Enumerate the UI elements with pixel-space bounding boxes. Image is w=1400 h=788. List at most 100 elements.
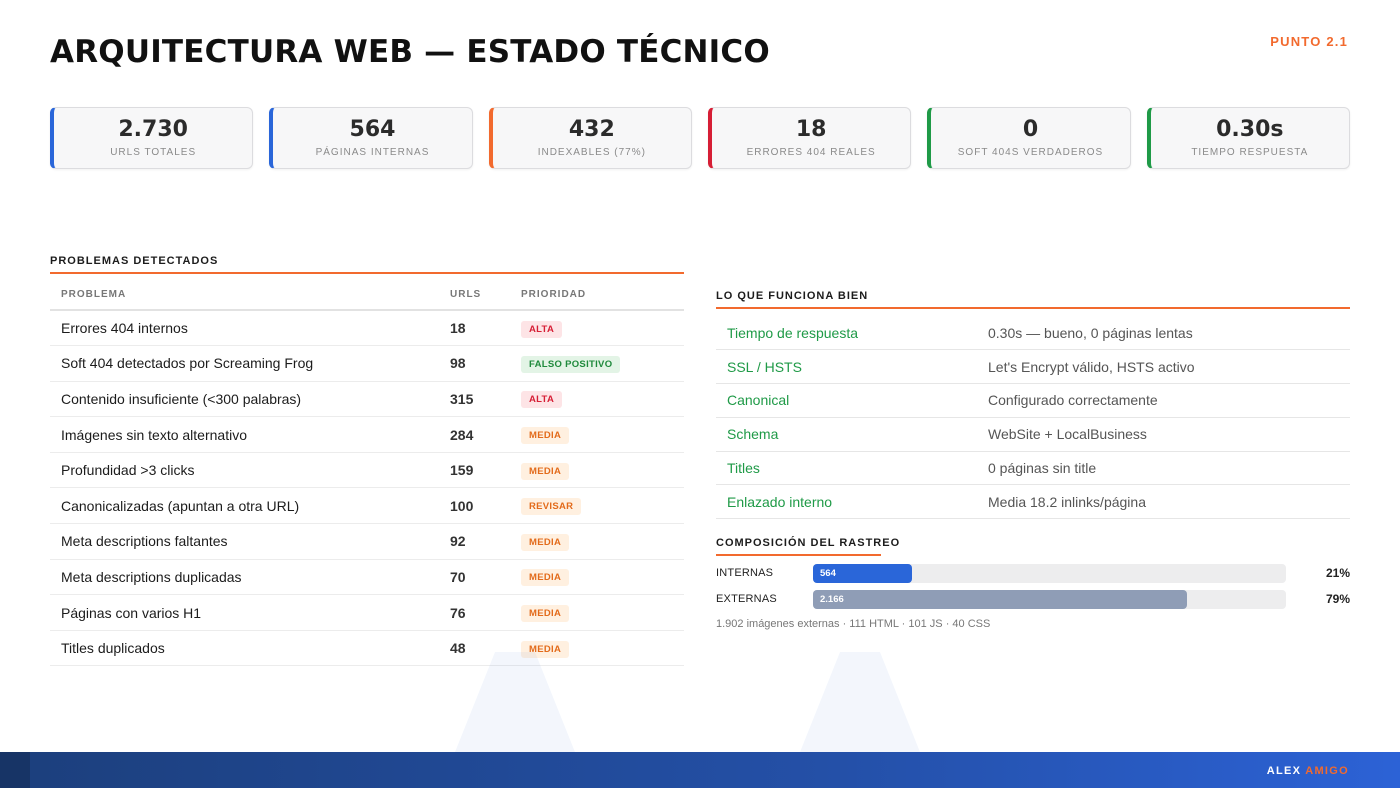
problem-urls: 100 (450, 487, 521, 525)
priority-cell: ALTA (521, 381, 684, 418)
problem-urls: 48 (450, 630, 521, 667)
stat-card-paginas-internas: 564 PÁGINAS INTERNAS (269, 107, 473, 169)
priority-cell: MEDIA (521, 452, 684, 489)
priority-badge: MEDIA (521, 605, 570, 623)
bar-label: EXTERNAS (716, 593, 777, 605)
problem-name: Imágenes sin texto alternativo (50, 416, 450, 453)
feature-value: 0 páginas sin title (988, 451, 1350, 486)
stat-value: 18 (795, 117, 827, 142)
stat-card-urls-totales: 2.730 URLS TOTALES (50, 107, 254, 169)
problems-table-body: Errores 404 internos 18 ALTA Soft 404 detec… (50, 310, 684, 667)
stat-label: SOFT 404S VERDADEROS (957, 147, 1104, 158)
bar-row-externas: EXTERNAS 2.166 79% (716, 589, 1350, 615)
problem-name: Titles duplicados (50, 630, 450, 667)
problem-urls: 284 (450, 416, 521, 453)
priority-badge: FALSO POSITIVO (521, 355, 621, 373)
priority-cell: FALSO POSITIVO (521, 345, 684, 382)
feature-name: Enlazado interno (716, 484, 988, 520)
problem-name: Errores 404 internos (50, 310, 450, 347)
working-section-title: LO QUE FUNCIONA BIEN (716, 290, 869, 302)
working-table-body: Tiempo de respuesta 0.30s — bueno, 0 pági… (716, 316, 1350, 520)
stats-row: 2.730 URLS TOTALES 564 PÁGINAS INTERNAS … (50, 107, 1350, 169)
stat-value: 0 (1022, 117, 1039, 142)
table-row: Canonical Configurado correctamente (716, 383, 1350, 418)
feature-value: Configurado correctamente (988, 383, 1350, 418)
priority-badge: REVISAR (521, 498, 582, 516)
bar-fill-externas: 2.166 (813, 590, 1187, 609)
priority-badge: MEDIA (521, 533, 570, 551)
bar-percentage: 21% (1325, 566, 1350, 580)
working-title-underline (716, 307, 1350, 309)
stat-label: ERRORES 404 REALES (746, 147, 876, 158)
problem-urls: 159 (450, 452, 521, 489)
stat-label: PÁGINAS INTERNAS (315, 147, 430, 158)
table-row: Imágenes sin texto alternativo 284 MEDIA (50, 416, 684, 453)
bar-percentage: 79% (1325, 592, 1350, 606)
table-row: Errores 404 internos 18 ALTA (50, 310, 684, 347)
stat-card-tiempo-respuesta: 0.30s TIEMPO RESPUESTA (1146, 107, 1350, 169)
feature-value: Let's Encrypt válido, HSTS activo (988, 349, 1350, 385)
section-tag: PUNTO 2.1 (1270, 34, 1348, 49)
footer-tab (0, 752, 30, 788)
brand-first: ALEX (1266, 765, 1302, 777)
table-row: Canonicalizadas (apuntan a otra URL) 100 R… (50, 487, 684, 525)
priority-cell: MEDIA (521, 630, 684, 667)
working-table: Tiempo de respuesta 0.30s — bueno, 0 pági… (716, 316, 1350, 520)
problem-urls: 92 (450, 523, 521, 560)
bar-row-internas: INTERNAS 564 21% (716, 563, 1350, 589)
priority-badge: MEDIA (521, 640, 570, 658)
problem-name: Meta descriptions duplicadas (50, 559, 450, 596)
stat-value: 564 (349, 117, 396, 142)
column-header-urls: URLS (450, 280, 521, 311)
bar-label: INTERNAS (716, 567, 774, 579)
column-header-prioridad: PRIORIDAD (521, 280, 684, 311)
stat-card-soft-404: 0 SOFT 404S VERDADEROS (927, 107, 1131, 169)
problems-title-underline (50, 272, 684, 274)
feature-value: Media 18.2 inlinks/página (988, 484, 1350, 520)
priority-badge: MEDIA (521, 569, 570, 587)
table-row: SSL / HSTS Let's Encrypt válido, HSTS act… (716, 349, 1350, 385)
table-row: Tiempo de respuesta 0.30s — bueno, 0 pági… (716, 316, 1350, 351)
bar-track: 2.166 (813, 590, 1286, 609)
problem-urls: 315 (450, 381, 521, 418)
crawl-bars: INTERNAS 564 21% EXTERNAS 2.166 79% (716, 563, 1350, 615)
brand-second: AMIGO (1305, 765, 1349, 777)
footer-bar: ALEX AMIGO (0, 752, 1400, 788)
priority-cell: REVISAR (521, 487, 684, 525)
crawl-section-title: COMPOSICIÓN DEL RASTREO (716, 537, 901, 549)
table-row: Profundidad >3 clicks 159 MEDIA (50, 452, 684, 489)
feature-name: Tiempo de respuesta (716, 316, 988, 351)
priority-badge: ALTA (521, 391, 563, 409)
problem-urls: 98 (450, 345, 521, 382)
problems-table: PROBLEMA URLS PRIORIDAD Errores 404 inte… (50, 280, 684, 667)
stat-label: TIEMPO RESPUESTA (1191, 147, 1309, 158)
bar-track: 564 (813, 564, 1286, 583)
problem-name: Páginas con varios H1 (50, 594, 450, 631)
stat-value: 432 (568, 117, 615, 142)
priority-cell: MEDIA (521, 594, 684, 631)
problem-urls: 76 (450, 594, 521, 631)
stat-label: URLS TOTALES (110, 147, 197, 158)
table-row: Soft 404 detectados por Screaming Frog 98… (50, 345, 684, 382)
table-row: Titles 0 páginas sin title (716, 451, 1350, 486)
column-header-problema: PROBLEMA (50, 280, 450, 311)
stat-value: 2.730 (118, 117, 188, 142)
feature-name: SSL / HSTS (716, 349, 988, 385)
feature-value: WebSite + LocalBusiness (988, 417, 1350, 452)
table-row: Titles duplicados 48 MEDIA (50, 630, 684, 667)
crawl-note: 1.902 imágenes externas · 111 HTML · 101… (716, 618, 991, 630)
table-row: Meta descriptions duplicadas 70 MEDIA (50, 559, 684, 596)
table-row: Meta descriptions faltantes 92 MEDIA (50, 523, 684, 560)
feature-value: 0.30s — bueno, 0 páginas lentas (988, 316, 1350, 351)
problem-urls: 70 (450, 559, 521, 596)
feature-name: Canonical (716, 383, 988, 418)
stat-card-indexables: 432 INDEXABLES (77%) (488, 107, 692, 169)
bar-fill-internas: 564 (813, 564, 913, 583)
stat-label: INDEXABLES (77%) (537, 147, 646, 158)
priority-badge: MEDIA (521, 462, 570, 480)
table-row: Contenido insuficiente (<300 palabras) 31… (50, 381, 684, 418)
problem-name: Soft 404 detectados por Screaming Frog (50, 345, 450, 382)
table-row: Enlazado interno Media 18.2 inlinks/págin… (716, 484, 1350, 520)
feature-name: Titles (716, 451, 988, 486)
feature-name: Schema (716, 417, 988, 452)
